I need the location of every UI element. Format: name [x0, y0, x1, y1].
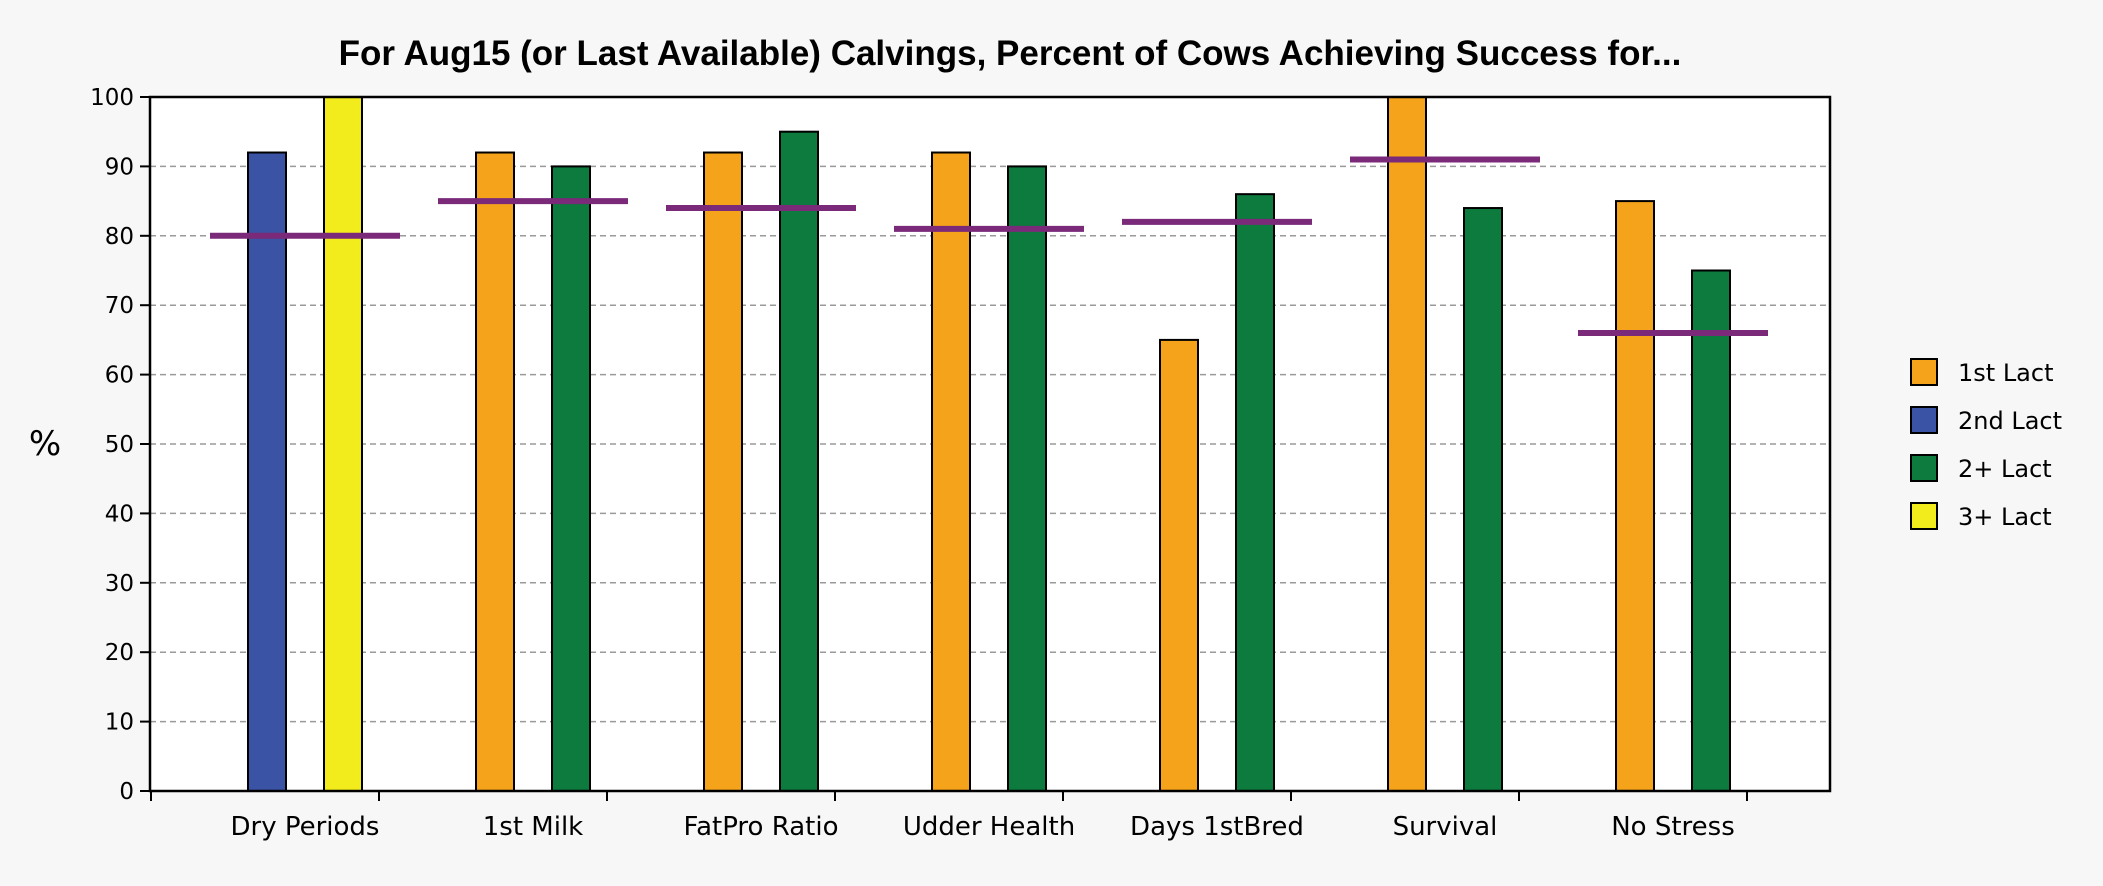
bar-1st-lact-6 [1615, 200, 1655, 793]
bar-1st-lact-5 [1387, 96, 1427, 792]
x-tick-label: Days 1stBred [1130, 812, 1304, 842]
x-tick-label: No Stress [1611, 812, 1735, 842]
bar-2-lact-3 [1007, 165, 1047, 792]
bars [247, 96, 1731, 793]
x-tick-label: 1st Milk [483, 812, 583, 842]
legend: 1st Lact 2nd Lact 2+ Lact 3+ Lact [1910, 358, 2062, 531]
legend-swatch [1910, 454, 1938, 482]
benchmark-lines [210, 156, 1768, 336]
y-tick-label: 90 [105, 154, 134, 180]
y-tick-label: 30 [105, 571, 134, 597]
legend-swatch [1910, 502, 1938, 530]
bar-1st-lact-1 [475, 151, 515, 792]
x-tick-label: Survival [1393, 812, 1498, 842]
x-tick-label: Dry Periods [231, 812, 380, 842]
y-tick-label: 70 [105, 293, 134, 319]
legend-swatch [1910, 358, 1938, 386]
gridlines [150, 165, 1830, 723]
x-tick-label: FatPro Ratio [684, 812, 839, 842]
bar-1st-lact-4 [1159, 338, 1199, 792]
bar-2-lact-4 [1235, 193, 1275, 793]
y-tick-label: 0 [119, 779, 134, 805]
legend-label: 3+ Lact [1958, 503, 2052, 531]
y-tick-label: 20 [105, 640, 134, 666]
bar-2-lact-1 [551, 165, 591, 792]
legend-swatch [1910, 406, 1938, 434]
bar-2-lact-2 [779, 130, 819, 792]
y-tick-label: 100 [90, 85, 134, 111]
bar-2-lact-5 [1463, 207, 1503, 793]
y-tick-label: 50 [105, 432, 134, 458]
bar-3-lact-0 [323, 96, 363, 792]
y-tick-label: 10 [105, 710, 134, 736]
y-tick-label: 60 [105, 363, 134, 389]
bar-1st-lact-2 [703, 151, 743, 792]
bar-1st-lact-3 [931, 151, 971, 792]
x-tick-label: Udder Health [903, 812, 1075, 842]
legend-label: 2+ Lact [1958, 455, 2052, 483]
y-tick-label: 80 [105, 224, 134, 250]
chart-title: For Aug15 (or Last Available) Calvings, … [339, 34, 1682, 73]
axes: 0 10 20 30 40 50 60 70 80 90 100 Dry Periods 1st Mil… [90, 85, 1748, 842]
legend-label: 1st Lact [1958, 359, 2054, 387]
bar-2nd-lact-0 [247, 151, 287, 792]
legend-label: 2nd Lact [1958, 407, 2062, 435]
bar-2-lact-6 [1691, 269, 1731, 792]
y-tick-label: 40 [105, 501, 134, 527]
y-axis-label: % [29, 424, 61, 464]
